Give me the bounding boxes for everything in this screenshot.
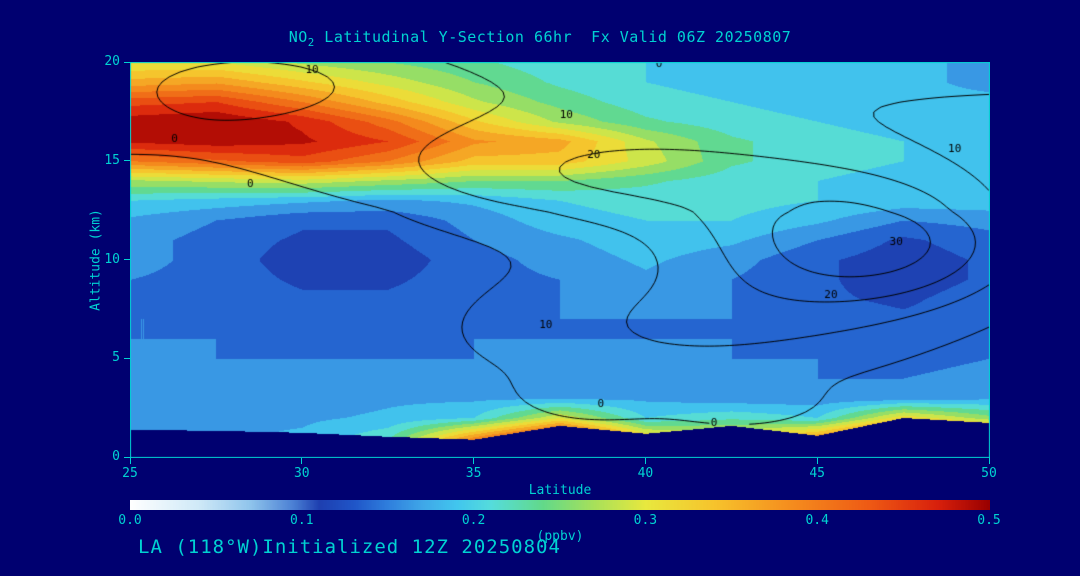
colorbar-tick-label: 0.2 — [461, 513, 486, 528]
y-tick-label: 10 — [104, 251, 120, 267]
colorbar-tick-label: 0.4 — [805, 513, 829, 528]
x-tick-label: 50 — [981, 466, 997, 481]
x-tick-mark — [644, 458, 646, 464]
x-tick-label: 30 — [293, 466, 310, 481]
colorbar-tick-label: 0.3 — [633, 513, 658, 528]
x-axis-title: Latitude — [528, 483, 592, 498]
x-tick-mark — [816, 458, 818, 464]
x-tick-mark — [473, 458, 475, 464]
chart-title-subscript: 2 — [307, 36, 315, 49]
x-tick-label: 45 — [809, 466, 826, 481]
y-tick-mark — [124, 61, 130, 63]
init-info-text: LA (118°W)Initialized 12Z 20250804 — [138, 536, 561, 558]
x-tick-mark — [988, 458, 990, 464]
colorbar-canvas — [130, 500, 990, 510]
colorbar-units-label: (ppbv) — [536, 529, 584, 544]
x-tick-label: 35 — [465, 466, 482, 481]
colorbar-tick-label: 0.0 — [118, 513, 142, 528]
x-tick-label: 25 — [122, 466, 138, 481]
y-tick-mark — [124, 357, 130, 359]
x-tick-label: 40 — [637, 466, 654, 481]
y-tick-label: 5 — [112, 350, 120, 366]
contour-plot-canvas — [130, 62, 990, 458]
x-tick-mark — [301, 458, 303, 464]
y-tick-mark — [124, 160, 130, 162]
colorbar-tick-label: 0.5 — [977, 513, 1001, 528]
y-tick-mark — [124, 456, 130, 458]
colorbar-tick-label: 0.1 — [290, 513, 314, 528]
y-tick-label: 0 — [112, 449, 120, 464]
chart-title-rest: Latitudinal Y-Section 66hr Fx Valid 06Z … — [314, 28, 792, 46]
chart-title-prefix: NO — [288, 28, 308, 46]
x-tick-mark — [129, 458, 131, 464]
y-tick-label: 15 — [104, 152, 120, 168]
y-tick-label: 20 — [104, 54, 120, 69]
chart-title: NO2 Latitudinal Y-Section 66hr Fx Valid … — [0, 28, 1080, 49]
y-tick-mark — [124, 259, 130, 260]
